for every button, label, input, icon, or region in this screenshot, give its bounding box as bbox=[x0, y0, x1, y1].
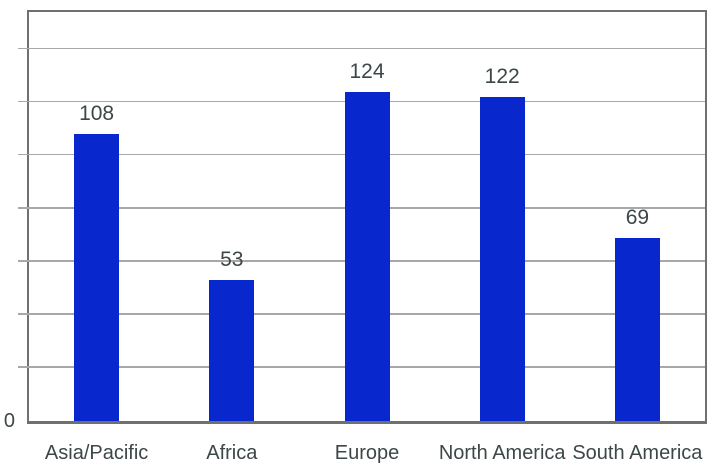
x-axis-label-north-america: North America bbox=[438, 442, 566, 464]
value-label-europe: 124 bbox=[349, 59, 385, 83]
value-label-north-america: 122 bbox=[484, 65, 520, 88]
bar-africa bbox=[209, 280, 255, 421]
y-axis-zero-label: 0 bbox=[3, 410, 15, 432]
bar-asia-pacific bbox=[74, 134, 120, 421]
bar-south-america bbox=[614, 237, 660, 421]
gridline-140 bbox=[18, 47, 705, 50]
value-label-asia-pacific: 108 bbox=[79, 102, 115, 126]
bar-europe bbox=[344, 91, 390, 421]
value-label-africa: 53 bbox=[220, 248, 244, 272]
x-axis-label-africa: Africa bbox=[206, 442, 258, 464]
value-label-south-america: 69 bbox=[625, 205, 650, 229]
plot-area: 108 53 124 122 69 bbox=[18, 10, 707, 424]
bar-north-america bbox=[479, 97, 525, 421]
x-axis-label-asia-pacific: Asia/Pacific bbox=[44, 442, 149, 464]
x-axis-label-europe: Europe bbox=[334, 442, 400, 464]
x-axis-label-south-america: South America bbox=[572, 442, 703, 464]
